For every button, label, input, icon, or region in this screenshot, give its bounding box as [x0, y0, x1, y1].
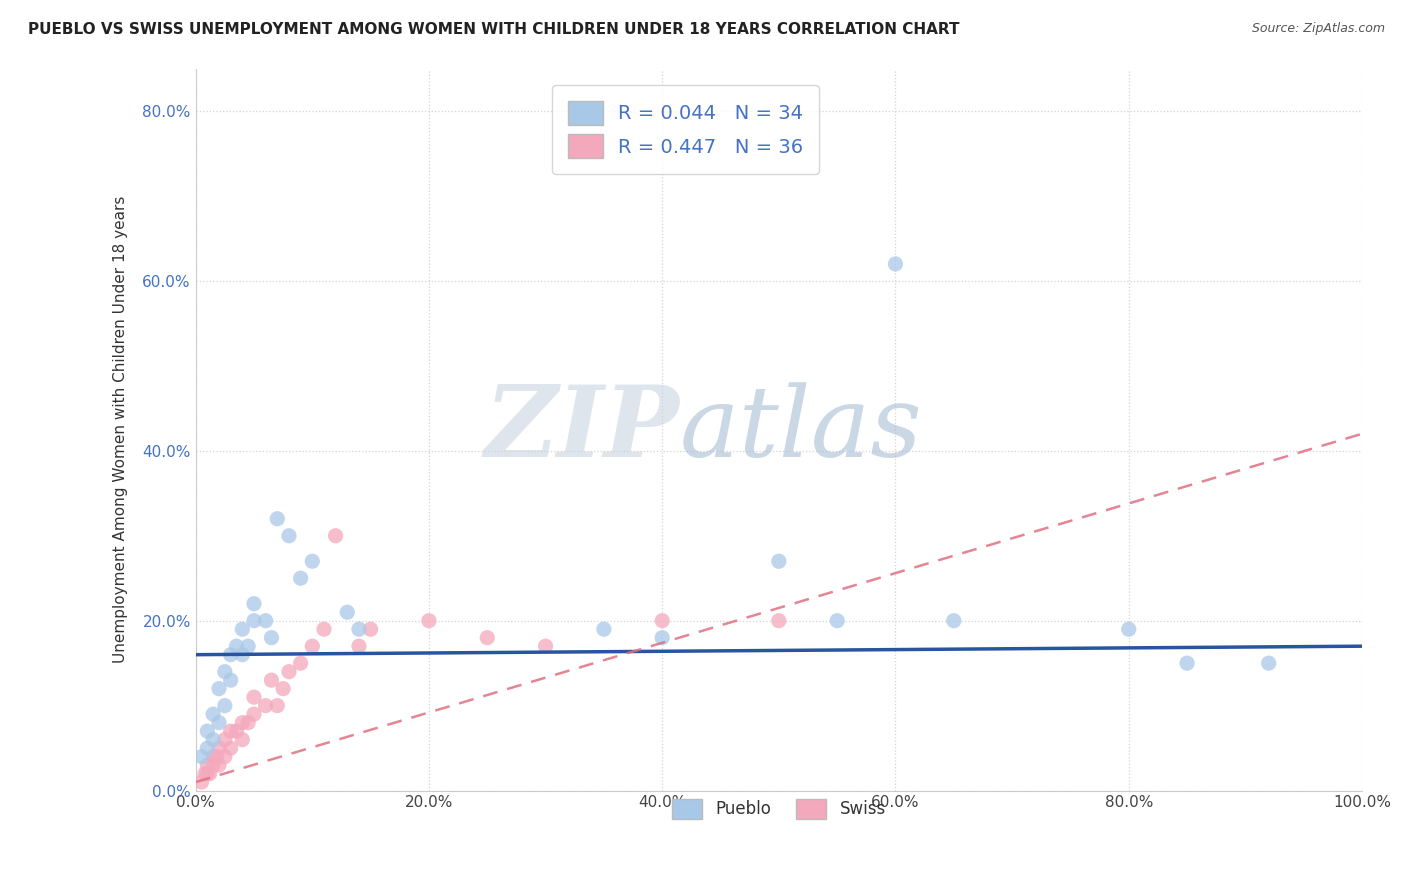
Point — [593, 622, 616, 636]
Point — [225, 724, 247, 739]
Point — [312, 622, 335, 636]
Point — [301, 554, 323, 568]
Text: PUEBLO VS SWISS UNEMPLOYMENT AMONG WOMEN WITH CHILDREN UNDER 18 YEARS CORRELATIO: PUEBLO VS SWISS UNEMPLOYMENT AMONG WOMEN… — [28, 22, 960, 37]
Point — [254, 698, 277, 713]
Point — [1118, 622, 1140, 636]
Point — [208, 758, 231, 772]
Point — [651, 614, 673, 628]
Point — [278, 665, 301, 679]
Point — [418, 614, 440, 628]
Point — [1175, 656, 1198, 670]
Point — [290, 571, 312, 585]
Point — [236, 639, 259, 653]
Point — [190, 775, 212, 789]
Point — [301, 639, 323, 653]
Point — [208, 741, 231, 756]
Point — [214, 749, 236, 764]
Point — [336, 605, 359, 619]
Point — [219, 673, 242, 688]
Point — [190, 749, 212, 764]
Point — [231, 732, 253, 747]
Point — [260, 673, 283, 688]
Point — [219, 724, 242, 739]
Point — [202, 758, 225, 772]
Point — [942, 614, 965, 628]
Text: ZIP: ZIP — [485, 381, 679, 478]
Point — [214, 732, 236, 747]
Point — [208, 681, 231, 696]
Point — [1257, 656, 1279, 670]
Point — [208, 715, 231, 730]
Text: atlas: atlas — [679, 382, 922, 477]
Point — [260, 631, 283, 645]
Point — [243, 597, 266, 611]
Point — [477, 631, 499, 645]
Point — [202, 732, 225, 747]
Point — [266, 698, 288, 713]
Point — [214, 698, 236, 713]
Point — [768, 554, 790, 568]
Point — [219, 648, 242, 662]
Point — [347, 622, 370, 636]
Legend: Pueblo, Swiss: Pueblo, Swiss — [665, 792, 893, 826]
Y-axis label: Unemployment Among Women with Children Under 18 years: Unemployment Among Women with Children U… — [114, 196, 128, 664]
Point — [243, 707, 266, 722]
Point — [195, 758, 218, 772]
Point — [194, 766, 217, 780]
Point — [195, 741, 218, 756]
Point — [195, 724, 218, 739]
Point — [325, 529, 347, 543]
Point — [243, 614, 266, 628]
Point — [884, 257, 907, 271]
Point — [225, 639, 247, 653]
Point — [254, 614, 277, 628]
Point — [231, 622, 253, 636]
Point — [278, 529, 301, 543]
Point — [243, 690, 266, 705]
Point — [651, 631, 673, 645]
Point — [205, 749, 228, 764]
Point — [195, 766, 218, 780]
Point — [198, 766, 221, 780]
Point — [202, 749, 225, 764]
Point — [347, 639, 370, 653]
Text: Source: ZipAtlas.com: Source: ZipAtlas.com — [1251, 22, 1385, 36]
Point — [219, 741, 242, 756]
Point — [360, 622, 382, 636]
Point — [231, 648, 253, 662]
Point — [534, 639, 557, 653]
Point — [768, 614, 790, 628]
Point — [271, 681, 294, 696]
Point — [825, 614, 848, 628]
Point — [214, 665, 236, 679]
Point — [231, 715, 253, 730]
Point — [266, 512, 288, 526]
Point — [290, 656, 312, 670]
Point — [202, 707, 225, 722]
Point — [236, 715, 259, 730]
